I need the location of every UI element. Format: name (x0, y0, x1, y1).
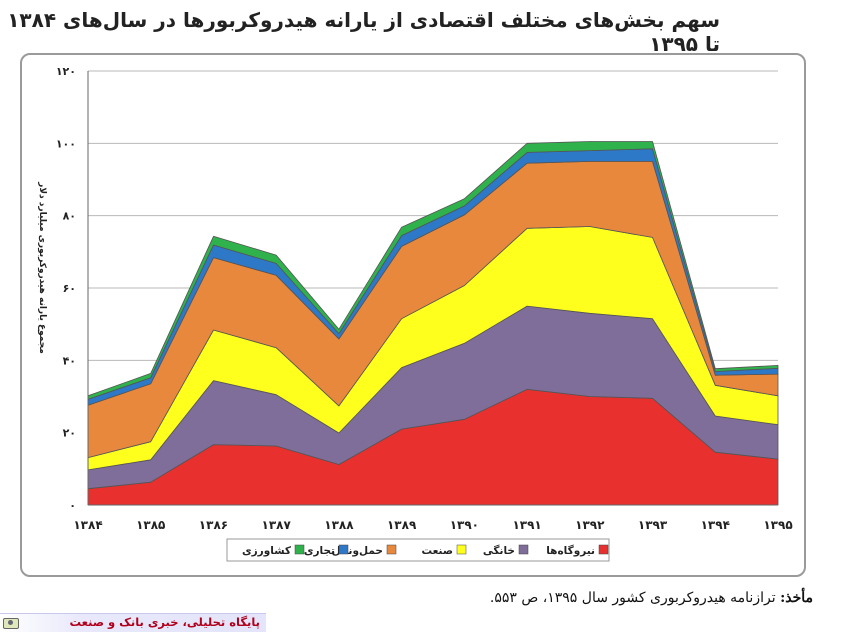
y-tick-label: ۱۰۰ (56, 137, 76, 150)
y-tick-label: ۲۰ (63, 427, 76, 440)
legend-label: خانگی (483, 544, 515, 557)
x-tick-label: ۱۳۹۴ (701, 518, 730, 532)
legend-item: کشاورزی (242, 544, 305, 557)
series-areas (87, 141, 779, 506)
legend-swatch (386, 544, 397, 555)
x-tick-label: ۱۳۸۴ (73, 518, 102, 532)
legend-box (226, 538, 610, 562)
legend-label: نیروگاه‌ها (546, 544, 595, 557)
x-tick-label: ۱۳۸۵ (136, 518, 165, 532)
chart-frame: ۰ ۲۰ ۴۰ ۶۰ ۸۰ ۱۰۰ ۱۲۰ ۱۳۸۴ ۱۳۸۵ ۱۳۸۶ ۱۳۸۷ ۱۳۸۸ ۱۳۸۹… (20, 53, 806, 577)
x-tick-label: ۱۳۹۵ (763, 518, 792, 532)
source-label: مأخذ: (780, 590, 813, 606)
legend-swatch (338, 544, 349, 555)
image-icon (3, 618, 19, 629)
footer-bar: پایگاه تحلیلی، خبری بانک و صنعت (0, 613, 266, 632)
y-tick-labels: ۰ ۲۰ ۴۰ ۶۰ ۸۰ ۱۰۰ ۱۲۰ (56, 65, 76, 512)
x-tick-label: ۱۳۹۱ (512, 518, 541, 532)
stacked-area-chart: ۰ ۲۰ ۴۰ ۶۰ ۸۰ ۱۰۰ ۱۲۰ ۱۳۸۴ ۱۳۸۵ ۱۳۸۶ ۱۳۸۷ ۱۳۸۸ ۱۳۸۹… (37, 65, 793, 562)
legend-item: خانگی (483, 544, 529, 557)
x-tick-label: ۱۳۸۸ (324, 518, 354, 532)
legend-label: کشاورزی (242, 545, 292, 557)
chart-title: سهم بخش‌های مختلف اقتصادی از یارانه هیدر… (7, 8, 720, 56)
legend-item: تجاری (304, 544, 349, 557)
legend-swatch (518, 544, 529, 555)
x-tick-label: ۱۳۸۷ (262, 518, 292, 532)
source-text: ترازنامه هیدروکربوری کشور سال ۱۳۹۵، ص ۵۵… (489, 590, 781, 606)
legend-item: نیروگاه‌ها (546, 544, 609, 557)
legend-label: تجاری (304, 545, 335, 557)
x-tick-label: ۱۳۹۰ (450, 518, 479, 532)
axes (87, 71, 778, 506)
y-tick-label: ۱۲۰ (56, 65, 76, 78)
y-tick-label: ۸۰ (63, 210, 76, 223)
area-series-6 (87, 141, 779, 400)
x-tick-label: ۱۳۹۳ (638, 518, 668, 532)
legend-item: صنعت (422, 544, 467, 557)
y-tick-label: ۰ (69, 499, 76, 512)
x-tick-labels: ۱۳۸۴ ۱۳۸۵ ۱۳۸۶ ۱۳۸۷ ۱۳۸۸ ۱۳۸۹ ۱۳۹۰ ۱۳۹۱ ۱۳۹۲ ۱۳۹۳… (73, 518, 792, 532)
x-tick-label: ۱۳۹۲ (575, 518, 605, 532)
legend-swatch (294, 544, 305, 555)
y-tick-label: ۶۰ (63, 282, 76, 295)
y-tick-label: ۴۰ (63, 354, 76, 367)
source-note: مأخذ: ترازنامه هیدروکربوری کشور سال ۱۳۹۵… (320, 590, 813, 606)
legend-swatch (598, 544, 609, 555)
x-tick-label: ۱۳۸۶ (199, 518, 228, 532)
x-tick-label: ۱۳۸۹ (387, 518, 417, 532)
footer-text: پایگاه تحلیلی، خبری بانک و صنعت (69, 615, 261, 629)
legend-swatch (456, 544, 467, 555)
y-axis-label: مجموع یارانه هیدروکربوری میلیارد دلار (37, 181, 47, 354)
legend-label: صنعت (422, 545, 453, 557)
